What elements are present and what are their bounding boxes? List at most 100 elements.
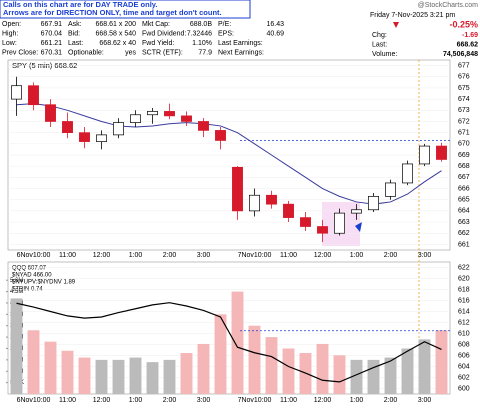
volume-bar [163, 359, 176, 394]
volume-bar [214, 314, 227, 394]
volume-bar [146, 362, 159, 394]
candle-body [283, 203, 294, 218]
x-tick-label: 6Nov10:00 [17, 252, 51, 259]
y-tick-label: 676 [458, 74, 470, 81]
qqq-line [16, 302, 442, 383]
stat-label: SCTR (ETF): [142, 49, 183, 56]
stat-label: Last Earnings: [218, 40, 263, 47]
candle-body [334, 212, 345, 234]
stat-label: Optionable: [68, 49, 104, 56]
stat-label: Fwd Yield: [142, 40, 174, 47]
y-tick-label: 604 [458, 363, 470, 370]
y-tick-label: 672 [458, 118, 470, 125]
volume-tick-label: 4.5M [10, 289, 23, 295]
x-tick-label: 2:00 [163, 252, 177, 259]
candle-body [368, 196, 379, 211]
x-tick-label: 12:00 [314, 397, 332, 404]
y-tick-label: 602 [458, 374, 470, 381]
volume-bar [435, 330, 448, 394]
x-tick-label: 1:00 [129, 252, 143, 259]
notice-box [0, 0, 251, 19]
volume-bar [10, 298, 23, 394]
y-tick-label: 616 [458, 297, 470, 304]
volume-bar [248, 325, 261, 394]
x-tick-label: 3:00 [418, 252, 432, 259]
y-tick-label: 666 [458, 185, 470, 192]
x-tick-label: 6Nov10:00 [17, 397, 51, 404]
candle-body [181, 115, 192, 122]
y-tick-label: 606 [458, 352, 470, 359]
volume-bar [231, 291, 244, 394]
x-tick-label: 11:00 [59, 397, 76, 404]
x-tick-label: 3:00 [418, 397, 432, 404]
candle-body [385, 182, 396, 197]
direction-arrow [355, 222, 362, 232]
y-tick-label: 664 [458, 208, 470, 215]
volume-bar [95, 359, 108, 394]
x-tick-label: 1:00 [350, 252, 364, 259]
candle-body [249, 194, 260, 212]
x-tick-label: 12:00 [93, 397, 111, 404]
legend: $NYUPV:$NYDNV 1.89 [12, 280, 76, 286]
volume-bar [112, 359, 125, 394]
stat-value: 1.10% [192, 40, 212, 47]
x-tick-label: 11:00 [59, 252, 76, 259]
x-tick-label: 2:00 [163, 397, 177, 404]
candle-body [28, 85, 39, 106]
stat-label: Ask: [68, 21, 82, 28]
volume-bar [265, 337, 278, 394]
candle-body [232, 166, 243, 212]
stat-value: 668.61 x 200 [96, 21, 137, 28]
volume-bar [44, 341, 57, 394]
notice-line: Arrows are for DIRECTION ONLY, time and … [3, 8, 222, 17]
candle-body [436, 145, 447, 160]
y-tick-label: 662 [458, 230, 470, 237]
volume-bar [401, 348, 414, 394]
stat-value: 688.0B [190, 21, 213, 28]
stat-value: 667.91 [41, 21, 63, 28]
stat-label: Chg: [372, 32, 387, 39]
volume-bar [384, 357, 397, 394]
candle-body [402, 163, 413, 184]
candle-body [11, 85, 22, 100]
volume-bar [282, 348, 295, 394]
y-tick-label: 600 [458, 385, 470, 392]
y-tick-label: 614 [458, 308, 470, 315]
y-tick-label: 620 [458, 275, 470, 282]
volume-bar [61, 350, 74, 394]
stat-value: 670.31 [41, 49, 63, 56]
down-arrow [393, 22, 399, 28]
volume-bar [27, 330, 40, 394]
candle-body [113, 122, 124, 136]
stat-value: 670.04 [41, 30, 63, 37]
x-tick-label: 2:00 [384, 252, 398, 259]
y-tick-label: 669 [458, 152, 470, 159]
x-tick-label: 3:00 [197, 397, 211, 404]
volume-bar [180, 353, 193, 394]
stat-label: EPS: [218, 30, 234, 37]
stat-label: Last: [372, 41, 387, 48]
y-tick-label: 661 [458, 241, 470, 248]
candle-body [130, 114, 141, 123]
y-tick-label: 610 [458, 330, 470, 337]
stat-label: Prev Close: [2, 49, 38, 56]
volume-tick-label: 5.0M [10, 278, 23, 284]
stat-value: 668.62 [457, 41, 479, 48]
candle-body [419, 145, 430, 165]
stat-label: Fwd Dividend: [142, 30, 186, 37]
volume-bar [316, 343, 329, 394]
stat-value: 40.69 [266, 30, 284, 37]
volume-bar [367, 359, 380, 394]
stat-label: Bid: [68, 30, 80, 37]
stat-value: -1.69 [462, 32, 478, 39]
y-tick-label: 618 [458, 286, 470, 293]
volume-bar [129, 357, 142, 394]
stat-value: 668.62 x 40 [99, 40, 136, 47]
x-tick-label: 1:00 [129, 397, 143, 404]
notice-line: Calls on this chart are for DAY TRADE on… [3, 0, 157, 9]
stat-value: 668.58 x 540 [96, 30, 137, 37]
y-tick-label: 665 [458, 197, 470, 204]
stat-value: 7.32446 [187, 30, 212, 37]
stat-label: Low: [2, 40, 17, 47]
volume-bar [333, 355, 346, 394]
